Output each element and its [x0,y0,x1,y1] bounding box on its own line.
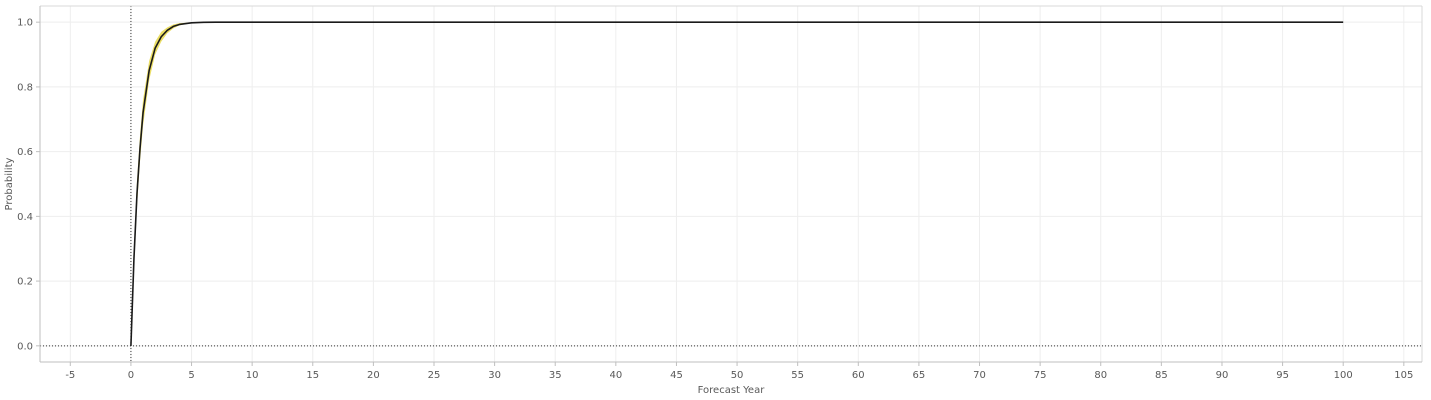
y-tick-label: 1.0 [17,18,33,29]
y-tick-label: 0.0 [17,341,33,352]
reference-lines [40,6,1422,362]
x-tick-label: 60 [852,370,865,381]
x-axis-title: Forecast Year [698,385,766,396]
x-tick-labels: -5 0 5 10 15 20 25 30 35 40 45 50 55 60 65 70 75 80 85 90 95… [65,362,1413,381]
x-tick-label: 90 [1216,370,1229,381]
series-line-layer [130,21,1344,346]
x-tick-label: 45 [670,370,683,381]
y-axis-title: Probability [4,157,15,210]
y-tick-label: 0.8 [17,82,33,93]
x-tick-label: 55 [791,370,804,381]
plot-frame [39,5,1423,363]
x-tick-label: 95 [1276,370,1289,381]
x-tick-label: 20 [367,370,380,381]
x-tick-label: 65 [913,370,926,381]
x-tick-label: 80 [1094,370,1107,381]
x-tick-label: 25 [428,370,441,381]
probability-line [130,21,1344,346]
x-tick-label: 35 [549,370,562,381]
x-tick-label: 5 [188,370,194,381]
x-tick-label: 40 [609,370,622,381]
y-tick-labels: 0.0 0.2 0.4 0.6 0.8 1.0 [17,18,40,352]
x-tick-label: -5 [65,370,75,381]
grid [40,6,1422,362]
x-tick-label: 100 [1334,370,1353,381]
x-tick-label: 75 [1034,370,1047,381]
x-tick-label: 15 [306,370,319,381]
y-tick-label: 0.4 [17,212,33,223]
y-tick-label: 0.6 [17,147,33,158]
x-tick-label: 50 [731,370,744,381]
x-tick-label: 10 [246,370,259,381]
x-tick-label: 105 [1394,370,1413,381]
x-tick-label: 30 [488,370,501,381]
x-tick-label: 0 [128,370,134,381]
x-tick-label: 85 [1155,370,1168,381]
x-tick-label: 70 [973,370,986,381]
y-tick-label: 0.2 [17,277,33,288]
